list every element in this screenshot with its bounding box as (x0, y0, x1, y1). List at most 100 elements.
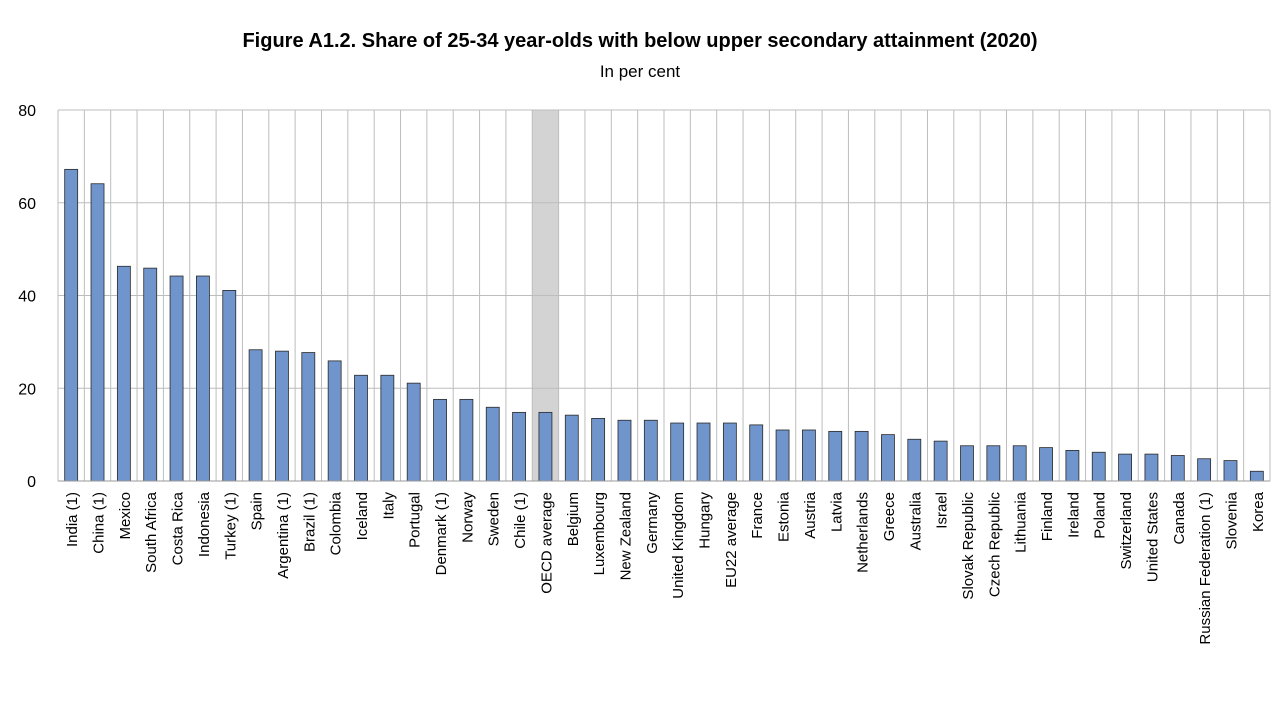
x-tick-label: Latvia (828, 491, 845, 532)
bar (696, 422, 711, 482)
x-tick-label: Costa Rica (170, 491, 187, 565)
x-tick-label: Slovak Republic (960, 492, 977, 600)
x-tick-label: OECD average (538, 492, 555, 594)
bar (64, 168, 79, 482)
bar (670, 422, 685, 482)
x-tick-label: Hungary (697, 492, 714, 549)
bar (643, 419, 658, 482)
bar (1039, 447, 1053, 482)
bar (907, 438, 922, 482)
bar (433, 398, 447, 482)
bar (116, 265, 131, 482)
bar (512, 411, 526, 482)
chart-title: Figure A1.2. Share of 25-34 year-olds wi… (242, 30, 1038, 52)
x-tick-label: Norway (459, 492, 476, 543)
bar (406, 382, 421, 482)
x-tick-label: Belgium (565, 492, 582, 546)
bar (459, 398, 474, 482)
x-tick-label: France (749, 492, 766, 539)
x-tick-label: Iceland (354, 492, 371, 540)
bar (564, 414, 579, 482)
bar (591, 417, 606, 482)
x-tick-label: Poland (1092, 492, 1109, 539)
x-tick-label: Turkey (1) (222, 492, 239, 560)
bar (143, 267, 158, 482)
bar (986, 445, 1001, 482)
x-tick-label: Australia (907, 491, 924, 550)
axis-layer: 0 20 40 60 80 India (1) China (1) Mexico South A… (18, 103, 1270, 645)
bar (1197, 458, 1212, 482)
x-tick-label: Sweden (486, 492, 503, 546)
bar (722, 422, 737, 482)
x-tick-label: Luxembourg (591, 492, 608, 575)
bar (1065, 449, 1080, 482)
x-tick-label: China (1) (91, 492, 108, 554)
x-tick-label: United Kingdom (670, 492, 687, 599)
x-tick-label: Portugal (407, 492, 424, 548)
x-tick-label: Brazil (1) (301, 492, 318, 552)
x-tick-label: Israel (934, 492, 951, 529)
bar (485, 406, 500, 482)
bars-layer (64, 168, 1264, 482)
bar (1012, 445, 1027, 482)
bar (275, 350, 289, 482)
x-tick-label: Lithuania (1013, 491, 1030, 553)
bar (775, 429, 790, 482)
x-tick-label: Spain (249, 492, 266, 530)
x-tick-label: Greece (881, 492, 898, 541)
y-tick-label: 80 (18, 103, 36, 120)
bar (1091, 451, 1106, 482)
bar (854, 430, 869, 482)
bar (222, 289, 237, 482)
x-tick-label: Slovenia (1223, 491, 1240, 549)
x-tick-label: Switzerland (1118, 492, 1135, 570)
chart-subtitle: In per cent (599, 62, 681, 81)
x-tick-label: Estonia (776, 491, 793, 542)
bar (169, 275, 184, 482)
x-tick-label: Canada (1171, 491, 1188, 544)
bar (327, 360, 342, 482)
bar (1223, 460, 1238, 482)
x-tick-label: Italy (380, 492, 397, 520)
x-tick-label: Germany (644, 492, 661, 554)
bar (538, 411, 553, 482)
x-tick-label: Chile (1) (512, 492, 529, 549)
x-tick-label: India (1) (64, 492, 81, 547)
x-tick-label: Netherlands (855, 492, 872, 573)
bar (1118, 453, 1132, 482)
y-tick-label: 40 (18, 289, 36, 306)
bar (90, 183, 105, 482)
x-tick-label: Argentina (1) (275, 492, 292, 579)
x-tick-label: Finland (1039, 492, 1056, 541)
bar (933, 440, 948, 482)
x-tick-label: Mexico (117, 492, 134, 540)
x-tick-label: Denmark (1) (433, 492, 450, 575)
bar (196, 275, 210, 482)
x-tick-label: New Zealand (617, 492, 634, 580)
bar (828, 430, 843, 482)
bar (248, 349, 263, 482)
x-tick-label: Austria (802, 491, 819, 538)
bar (354, 374, 368, 482)
x-tick-label: Czech Republic (986, 492, 1003, 598)
bar (1170, 455, 1185, 482)
bar (1144, 453, 1159, 482)
x-tick-label: Indonesia (196, 491, 213, 557)
x-tick-label: South Africa (143, 491, 160, 573)
bar (749, 424, 764, 482)
y-tick-label: 20 (18, 381, 36, 398)
grid-layer (57, 109, 1271, 482)
y-tick-label: 60 (18, 196, 36, 213)
x-tick-label: EU22 average (723, 492, 740, 588)
x-tick-label: Korea (1250, 491, 1267, 532)
x-tick-label: Colombia (328, 491, 345, 555)
bar (301, 352, 316, 482)
y-tick-label: 0 (27, 474, 36, 491)
x-tick-label: Ireland (1065, 492, 1082, 538)
bar (617, 419, 632, 482)
bar (960, 445, 974, 482)
bar (802, 429, 816, 482)
x-tick-label: United States (1144, 492, 1161, 582)
bar (380, 374, 395, 482)
